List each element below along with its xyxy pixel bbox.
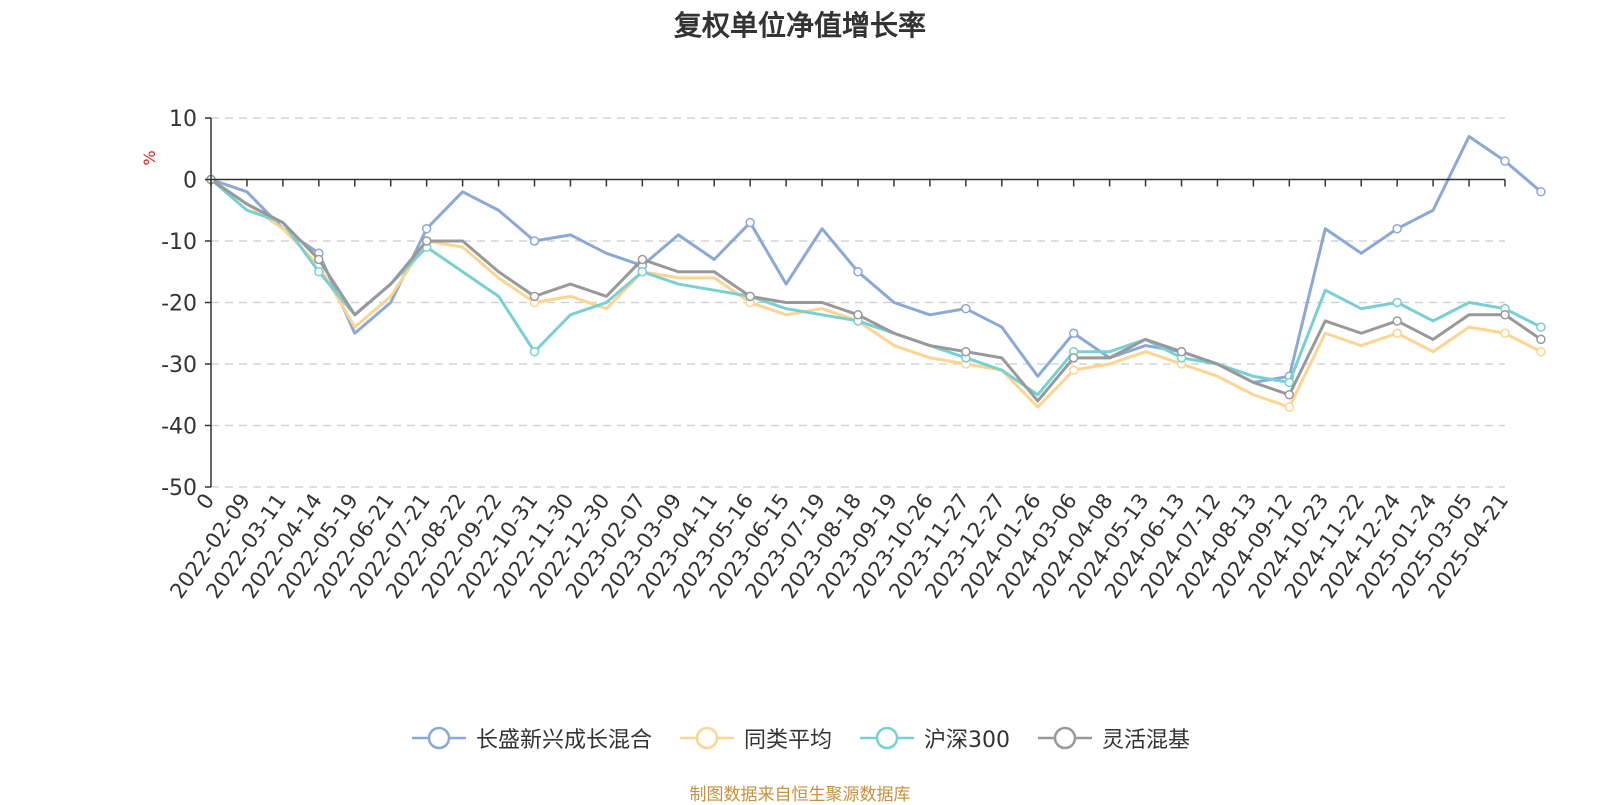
series-line bbox=[210, 134, 1542, 384]
series-point bbox=[853, 267, 863, 277]
y-tick-label: 0 bbox=[183, 169, 197, 194]
series-point bbox=[745, 217, 755, 228]
series-point bbox=[1392, 328, 1402, 338]
series-point bbox=[314, 254, 324, 265]
series-point bbox=[1536, 322, 1546, 332]
series-point bbox=[1068, 328, 1079, 338]
series-3 bbox=[206, 174, 1546, 397]
series-point bbox=[1536, 334, 1546, 345]
series-point bbox=[1068, 365, 1079, 375]
series-1 bbox=[206, 134, 1546, 384]
series-point bbox=[1284, 377, 1295, 388]
y-tick-label: -10 bbox=[161, 230, 197, 255]
legend-label: 沪深300 bbox=[924, 728, 1010, 753]
series-point bbox=[314, 267, 324, 277]
series-point bbox=[961, 346, 971, 357]
series-point bbox=[1284, 390, 1295, 400]
legend-item[interactable]: 同类平均 bbox=[678, 722, 832, 754]
y-tick-label: -40 bbox=[161, 415, 197, 440]
x-tick-label: 0 bbox=[192, 489, 219, 514]
series-point bbox=[1536, 187, 1546, 197]
series-point bbox=[1392, 223, 1402, 234]
series-point bbox=[529, 346, 540, 357]
series-point bbox=[421, 236, 432, 246]
chart-title: 复权单位净值增长率 bbox=[673, 9, 926, 42]
legend-label: 灵活混基 bbox=[1102, 728, 1191, 753]
axis-layer: 100-10-20-30-40-50%02022-02-092022-03-11… bbox=[140, 107, 1513, 603]
series-line bbox=[210, 178, 1542, 409]
series-point bbox=[1392, 297, 1402, 308]
legend-item[interactable]: 灵活混基 bbox=[1036, 722, 1190, 754]
grid-layer bbox=[211, 117, 1505, 488]
series-point bbox=[637, 267, 648, 277]
series-layer bbox=[206, 134, 1546, 412]
legend-marker-icon bbox=[411, 726, 466, 750]
series-point bbox=[961, 303, 971, 314]
series-point bbox=[853, 310, 863, 320]
legend-item[interactable]: 沪深300 bbox=[858, 722, 1010, 754]
series-point bbox=[529, 291, 540, 302]
legend-marker-icon bbox=[679, 726, 734, 750]
y-axis-label: % bbox=[140, 150, 159, 165]
series-point bbox=[1536, 346, 1546, 357]
legend-label: 长盛新兴成长混合 bbox=[475, 728, 652, 753]
y-tick-label: 10 bbox=[169, 107, 197, 132]
series-line bbox=[210, 178, 1542, 397]
series-point bbox=[529, 236, 540, 246]
series-point bbox=[1284, 402, 1295, 412]
y-tick-label: -30 bbox=[161, 353, 197, 378]
y-tick-label: -20 bbox=[161, 292, 197, 317]
series-point bbox=[421, 223, 432, 234]
series-point bbox=[1068, 353, 1079, 363]
series-point bbox=[745, 291, 755, 302]
legend-label: 同类平均 bbox=[743, 728, 832, 753]
series-point bbox=[1500, 328, 1510, 338]
legend: 长盛新兴成长混合 同类平均 沪深300 灵活混基 bbox=[0, 722, 1600, 754]
series-point bbox=[1500, 310, 1510, 320]
series-point bbox=[637, 254, 648, 265]
legend-marker-icon bbox=[1038, 726, 1092, 750]
series-point bbox=[1392, 316, 1402, 326]
source-note: 制图数据来自恒生聚源数据库 bbox=[689, 785, 911, 805]
legend-marker-icon bbox=[860, 726, 914, 750]
series-2 bbox=[206, 174, 1546, 412]
legend-item[interactable]: 长盛新兴成长混合 bbox=[410, 722, 652, 754]
series-point bbox=[1176, 346, 1187, 357]
y-tick-label: -50 bbox=[161, 476, 197, 501]
series-line bbox=[210, 178, 1542, 403]
series-4 bbox=[206, 174, 1546, 403]
series-point bbox=[1500, 156, 1510, 166]
